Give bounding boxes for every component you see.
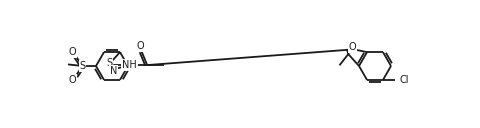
Text: O: O — [348, 42, 356, 52]
Text: O: O — [137, 41, 144, 51]
Text: S: S — [106, 58, 112, 68]
Text: NH: NH — [122, 60, 137, 70]
Text: O: O — [69, 47, 76, 57]
Text: N: N — [109, 66, 117, 76]
Text: Cl: Cl — [399, 75, 408, 85]
Text: S: S — [79, 61, 85, 71]
Text: O: O — [69, 75, 76, 85]
